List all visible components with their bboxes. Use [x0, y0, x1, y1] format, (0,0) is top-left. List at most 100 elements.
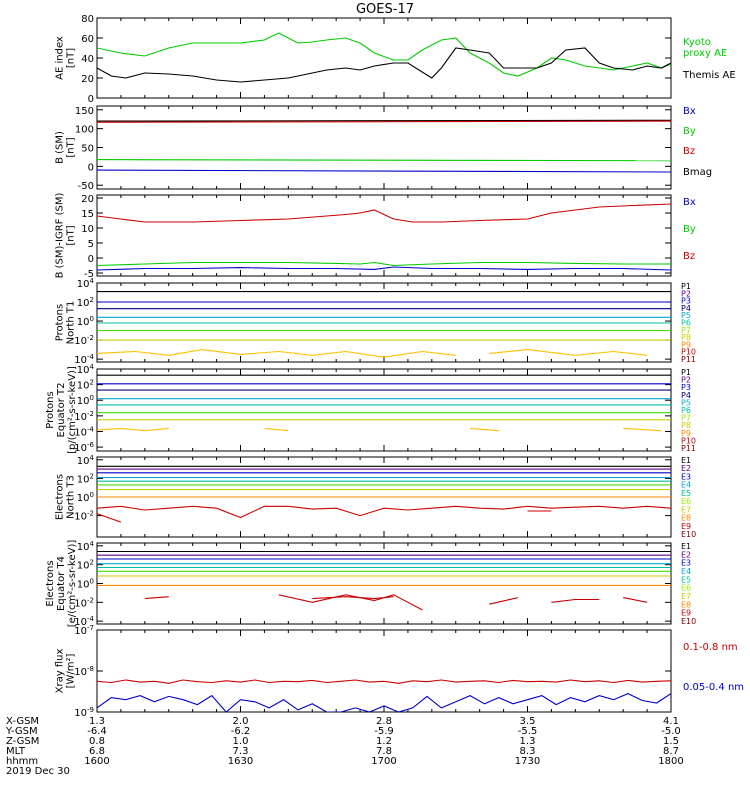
- series-line-bmag: [97, 119, 671, 122]
- legend-label: E1: [681, 542, 691, 551]
- legend-label: E8: [681, 514, 691, 523]
- y-tick-label: 50: [81, 144, 94, 155]
- legend-label: E2: [681, 464, 691, 473]
- y-tick-label: 10-2: [74, 596, 94, 609]
- y-axis-label: Equator T4: [56, 556, 67, 611]
- y-axis-label: B (SM)-IGRF (SM): [55, 193, 66, 279]
- series-line-e9e: [551, 598, 600, 603]
- legend-label: E5: [681, 489, 691, 498]
- y-tick-label: 0: [88, 94, 94, 105]
- legend-label: E6: [681, 497, 691, 506]
- y-tick-label: 10-2: [74, 334, 94, 347]
- legend-label: Bx: [683, 197, 696, 208]
- y-axis-label: B (SM): [55, 131, 66, 164]
- x-row-value: 2.0: [233, 716, 249, 727]
- x-row-value: -6.4: [87, 726, 107, 737]
- y-tick-label: 10-7: [74, 624, 94, 637]
- y-axis-label: North T3: [66, 475, 77, 519]
- y-axis-label: Protons: [55, 304, 66, 341]
- legend-label: E10: [681, 530, 696, 539]
- legend-label: P3: [681, 383, 691, 392]
- y-tick-label: 102: [77, 559, 94, 572]
- series-line-p9: [97, 427, 169, 432]
- y-tick-label: 40: [81, 54, 94, 65]
- panel-bigrf: -5 0 5 10 15 20 B (SM)-IGRF (SM) [nT] Bx By Bz: [55, 193, 696, 280]
- legend-label: E2: [681, 550, 691, 559]
- legend-label: E1: [681, 456, 691, 465]
- legend-label: P9: [681, 340, 691, 349]
- x-row-value: 3.5: [520, 716, 536, 727]
- x-row-value: 8.3: [520, 746, 536, 757]
- y-tick-label: 100: [77, 491, 94, 504]
- legend-label: Kyoto: [683, 37, 711, 48]
- series-line-by: [97, 261, 671, 267]
- series-group: [97, 32, 671, 83]
- y-tick-label: 10: [81, 224, 94, 235]
- panel-p_north: 104 102 100 10-2 10-4 Protons North T1 P1P2P3P4…: [55, 277, 697, 366]
- x-axis-labels: X-GSM 1.3 2.0 2.8 3.5 4.1 Y-GSM -6.4 -6.2 -5.9 -5.…: [5, 716, 684, 777]
- legend-label: E8: [681, 600, 691, 609]
- y-axis-label: Xray flux: [55, 649, 66, 694]
- legend-label: P10: [681, 348, 696, 357]
- legend-label: Bmag: [683, 167, 712, 178]
- legend-label: Bx: [683, 106, 696, 117]
- x-row-value: 4.1: [663, 716, 679, 727]
- legend-label: P6: [681, 319, 691, 328]
- legend-label: P8: [681, 333, 691, 342]
- x-row-label: Z-GSM: [6, 736, 39, 747]
- x-row-value: 1800: [658, 756, 683, 767]
- legend-label: E7: [681, 505, 691, 514]
- y-axis-label: [nT]: [66, 137, 77, 157]
- x-row-label: Y-GSM: [5, 726, 38, 737]
- y-tick-label: 102: [77, 296, 94, 309]
- legend-label: By: [683, 224, 696, 235]
- y-tick-label: 15: [81, 209, 94, 220]
- y-tick-label: 10-6: [74, 441, 94, 454]
- x-row-value: 1.3: [89, 716, 105, 727]
- x-row-value: 1.3: [520, 736, 536, 747]
- x-row-value: 1.2: [376, 736, 392, 747]
- y-tick-label: 60: [81, 34, 94, 45]
- y-tick-label: 104: [77, 363, 95, 376]
- legend-label: P8: [681, 421, 691, 430]
- legend-label: P5: [681, 398, 691, 407]
- panel-p_equator: 104 102 100 10-2 10-4 10-6 Protons Equator T2 [p…: [45, 363, 696, 454]
- legend-label: 0.1-0.8 nm: [683, 642, 738, 653]
- legend-label: E9: [681, 522, 691, 531]
- legend-label: P1: [681, 368, 691, 377]
- legend-label: P11: [681, 444, 696, 453]
- x-row-label: hhmm: [6, 756, 38, 767]
- y-tick-label: 10-4: [74, 425, 94, 438]
- series-line-e9: [97, 505, 671, 519]
- x-row-value: -6.2: [231, 726, 251, 737]
- series-line-bz: [97, 120, 671, 123]
- series-line-bz: [97, 203, 671, 223]
- series-line-e10: [97, 513, 122, 523]
- panel-frame: [96, 17, 672, 99]
- x-row-label: X-GSM: [6, 716, 39, 727]
- y-tick-label: 104: [77, 540, 95, 553]
- series-line-0-05-0-4-nm: [97, 692, 671, 712]
- legend-label: P11: [681, 355, 696, 364]
- y-tick-label: 20: [81, 194, 94, 205]
- y-axis-label: Electrons: [45, 560, 56, 606]
- y-tick-label: 0: [88, 254, 94, 265]
- y-axis-label: [e/(cm²-s-sr-keV)]: [67, 540, 78, 628]
- y-tick-label: 10-2: [74, 510, 94, 523]
- legend-label: Bz: [683, 146, 695, 157]
- x-row-value: -5.9: [374, 726, 394, 737]
- legend-label: Themis AE: [682, 70, 736, 81]
- legend-label: P5: [681, 311, 691, 320]
- x-row-value: 6.8: [89, 746, 105, 757]
- series-group: [97, 203, 671, 271]
- x-row-value: 1730: [515, 756, 540, 767]
- x-row-value: 2.8: [376, 716, 392, 727]
- legend-label: P4: [681, 391, 691, 400]
- x-row-value: 8.7: [663, 746, 679, 757]
- x-row-value: 1630: [228, 756, 253, 767]
- y-tick-label: 100: [75, 125, 94, 136]
- series-line-kyoto-proxy-ae: [97, 32, 671, 77]
- y-tick-label: 100: [77, 394, 94, 407]
- panel-bsm: -50 0 50 100 150 B (SM) [nT] Bx By Bz Bmag: [55, 105, 712, 192]
